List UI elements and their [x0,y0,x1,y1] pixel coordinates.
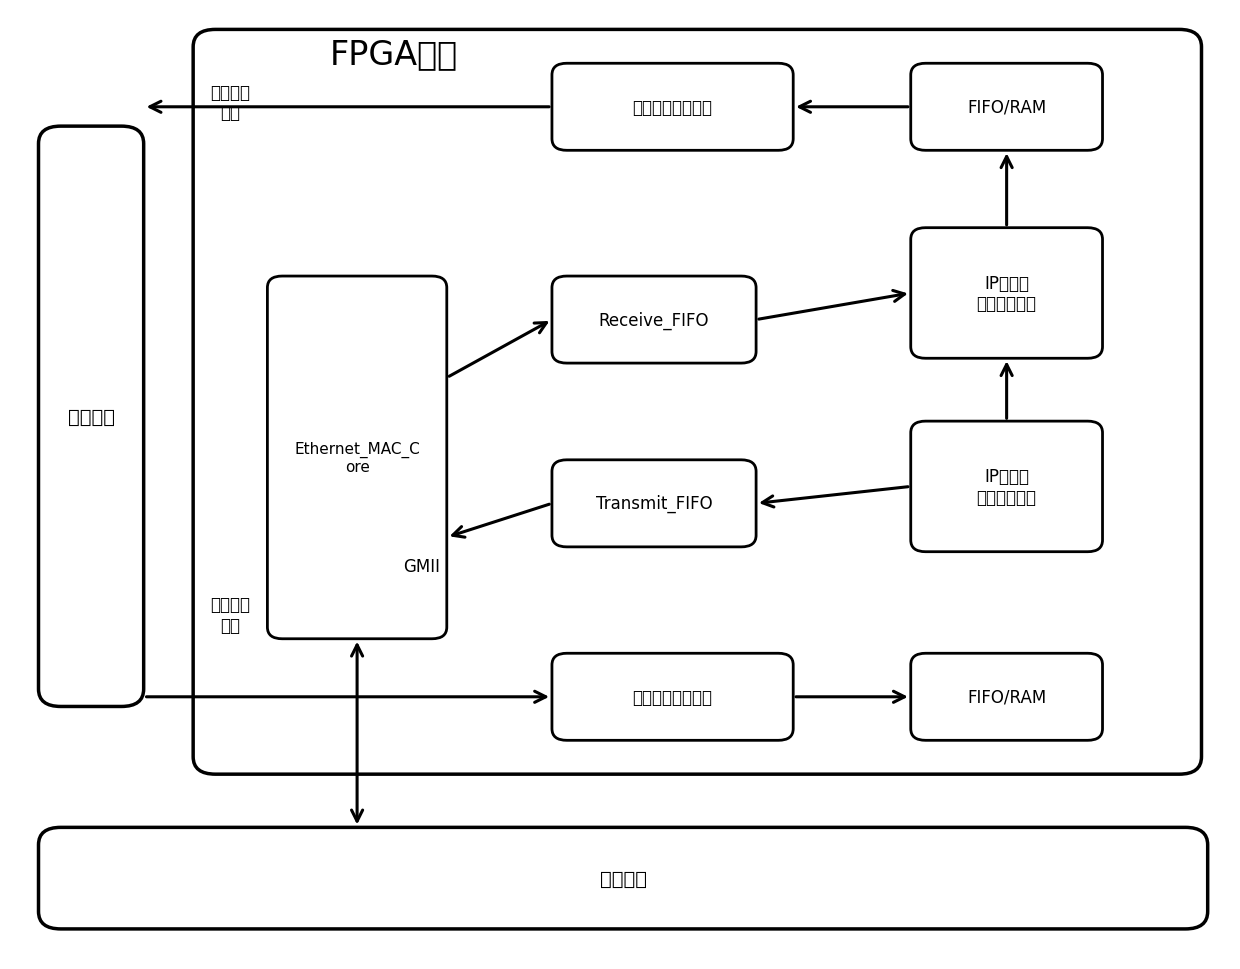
Text: 模拟音频
信号: 模拟音频 信号 [211,596,250,635]
FancyBboxPatch shape [910,422,1102,552]
FancyBboxPatch shape [552,64,794,151]
Text: 音频解码逻辑电路: 音频解码逻辑电路 [632,688,713,706]
Text: IP数据包
发送逻辑电路: IP数据包 发送逻辑电路 [977,467,1037,506]
Text: Receive_FIFO: Receive_FIFO [599,311,709,329]
FancyBboxPatch shape [552,277,756,363]
FancyBboxPatch shape [38,828,1208,929]
Text: Transmit_FIFO: Transmit_FIFO [595,495,712,513]
Text: 音频编码逻辑电路: 音频编码逻辑电路 [632,99,713,116]
FancyBboxPatch shape [910,653,1102,740]
Text: FIFO/RAM: FIFO/RAM [967,688,1047,706]
Text: GMII: GMII [403,557,440,576]
FancyBboxPatch shape [552,653,794,740]
Text: 音频模块: 音频模块 [68,407,114,426]
Text: FPGA模块: FPGA模块 [330,38,458,71]
FancyBboxPatch shape [910,64,1102,151]
Text: 模拟音频
信号: 模拟音频 信号 [211,83,250,122]
Text: 接口模块: 接口模块 [600,869,646,888]
FancyBboxPatch shape [193,30,1202,774]
FancyBboxPatch shape [910,229,1102,359]
FancyBboxPatch shape [38,127,144,706]
FancyBboxPatch shape [268,277,446,640]
Text: Ethernet_MAC_C
ore: Ethernet_MAC_C ore [294,441,420,475]
Text: IP数据包
接收逻辑电路: IP数据包 接收逻辑电路 [977,274,1037,313]
Text: FIFO/RAM: FIFO/RAM [967,99,1047,116]
FancyBboxPatch shape [552,460,756,547]
